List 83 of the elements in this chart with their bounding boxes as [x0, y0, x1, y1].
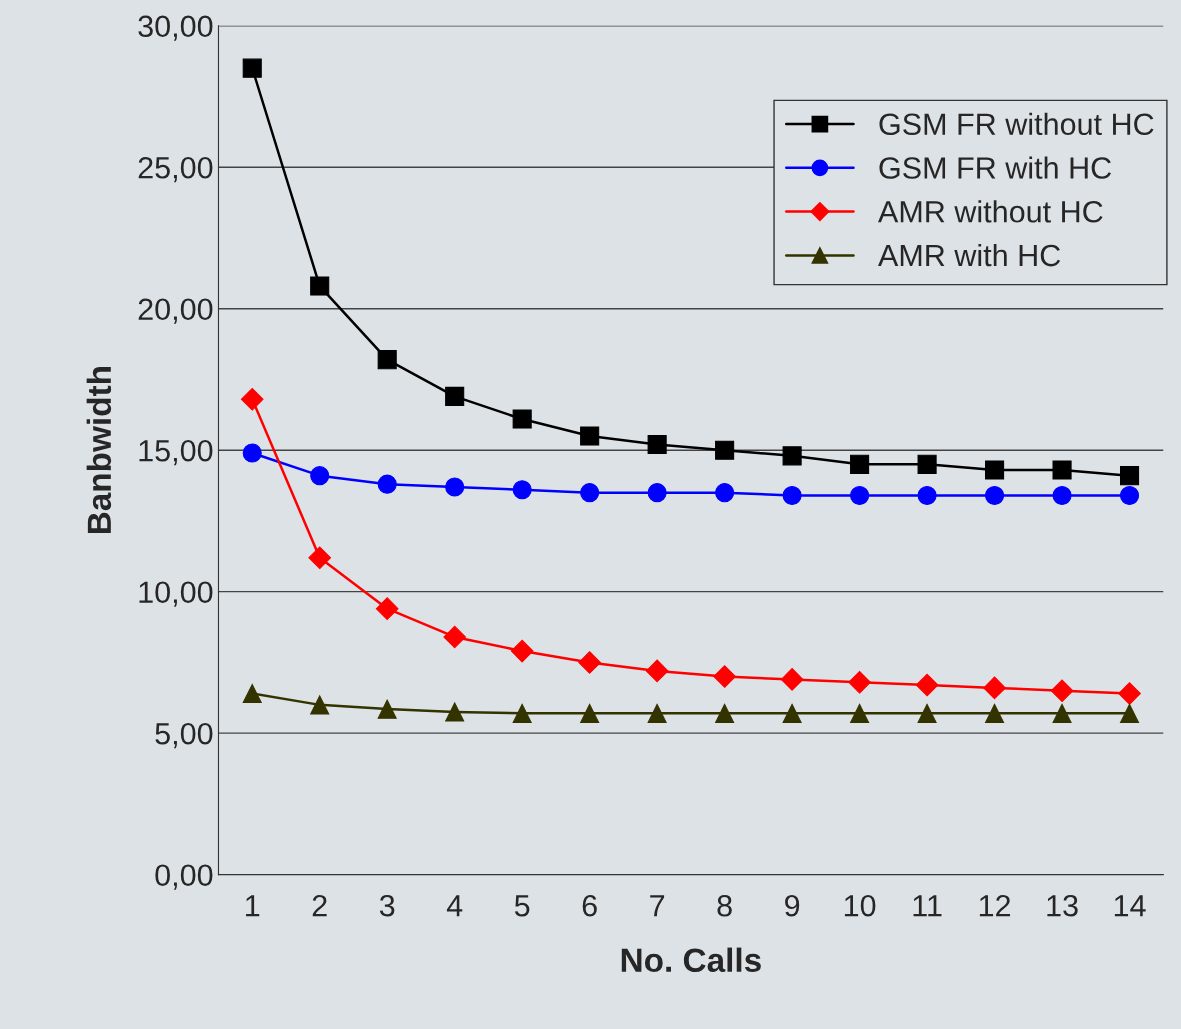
point: [242, 58, 262, 78]
x-tick-label: 4: [446, 895, 463, 917]
point: [1118, 682, 1141, 705]
point: [1052, 460, 1072, 480]
point: [310, 695, 330, 715]
point: [512, 480, 532, 500]
x-tick-label: 14: [1114, 895, 1146, 917]
y-tick-label: 5,00: [155, 722, 213, 749]
point: [1050, 679, 1074, 703]
x-tick-label: 3: [379, 894, 395, 917]
point: [1119, 466, 1140, 486]
point: [715, 703, 735, 723]
point: [917, 703, 937, 723]
point: [850, 485, 870, 506]
point: [308, 546, 332, 570]
point: [780, 668, 804, 691]
legend-label: AMR with HC: [878, 243, 1061, 267]
legend-label: AMR without HC: [878, 200, 1103, 223]
y-tick-label: 25,00: [138, 156, 213, 183]
point: [377, 699, 397, 719]
point: [983, 676, 1006, 700]
point: [1119, 485, 1140, 506]
x-tick-label: 2: [312, 894, 327, 917]
point: [848, 670, 871, 694]
x-axis-title: No. Calls: [621, 947, 761, 973]
x-tick-label: 6: [582, 894, 597, 917]
point: [713, 665, 736, 688]
point: [917, 485, 937, 506]
x-tick-label: 1: [246, 895, 260, 917]
point: [782, 446, 802, 466]
point: [782, 485, 802, 506]
point: [1052, 485, 1072, 506]
legend-label: GSM FR with HC: [879, 156, 1112, 179]
point: [580, 483, 600, 503]
point: [985, 460, 1005, 480]
point: [647, 483, 667, 503]
point: [850, 454, 870, 474]
point: [445, 386, 465, 406]
point: [782, 703, 802, 723]
point: [917, 454, 937, 474]
x-tick-label: 9: [785, 894, 800, 917]
point: [445, 702, 465, 722]
point: [377, 474, 397, 494]
point: [512, 703, 532, 723]
point: [242, 443, 262, 463]
x-tick-label: 7: [650, 895, 665, 917]
point: [377, 350, 397, 370]
point: [915, 673, 939, 697]
x-tick-label: 10: [844, 894, 876, 917]
x-tick-label: 13: [1047, 894, 1078, 917]
point: [985, 703, 1005, 723]
point: [580, 426, 600, 446]
y-tick-label: 15,00: [139, 439, 213, 466]
point: [240, 387, 264, 411]
x-tick-label: 5: [514, 895, 530, 917]
point: [578, 651, 601, 674]
point: [510, 639, 534, 663]
x-tick-label: 12: [979, 894, 1011, 917]
point: [310, 276, 330, 296]
point: [715, 440, 735, 460]
x-tick-label: 8: [717, 894, 732, 917]
point: [985, 485, 1005, 506]
point: [647, 434, 667, 455]
y-tick-label: 30,00: [138, 15, 213, 41]
point: [443, 625, 467, 649]
y-tick-label: 20,00: [138, 298, 213, 324]
point: [647, 703, 667, 723]
legend-label: GSM FR without HC: [879, 112, 1154, 136]
y-axis-title: Banbwidth: [86, 367, 112, 534]
point: [242, 684, 262, 704]
point: [375, 597, 399, 620]
point: [445, 477, 465, 497]
point: [580, 703, 600, 723]
y-tick-label: 0,00: [155, 864, 213, 890]
y-tick-label: 10,00: [139, 581, 213, 607]
x-tick-label: 11: [913, 895, 942, 917]
point: [1052, 703, 1072, 723]
point: [310, 466, 330, 486]
point: [1119, 703, 1140, 723]
point: [645, 659, 669, 683]
point: [512, 409, 532, 429]
point: [715, 483, 735, 503]
point: [850, 703, 870, 723]
